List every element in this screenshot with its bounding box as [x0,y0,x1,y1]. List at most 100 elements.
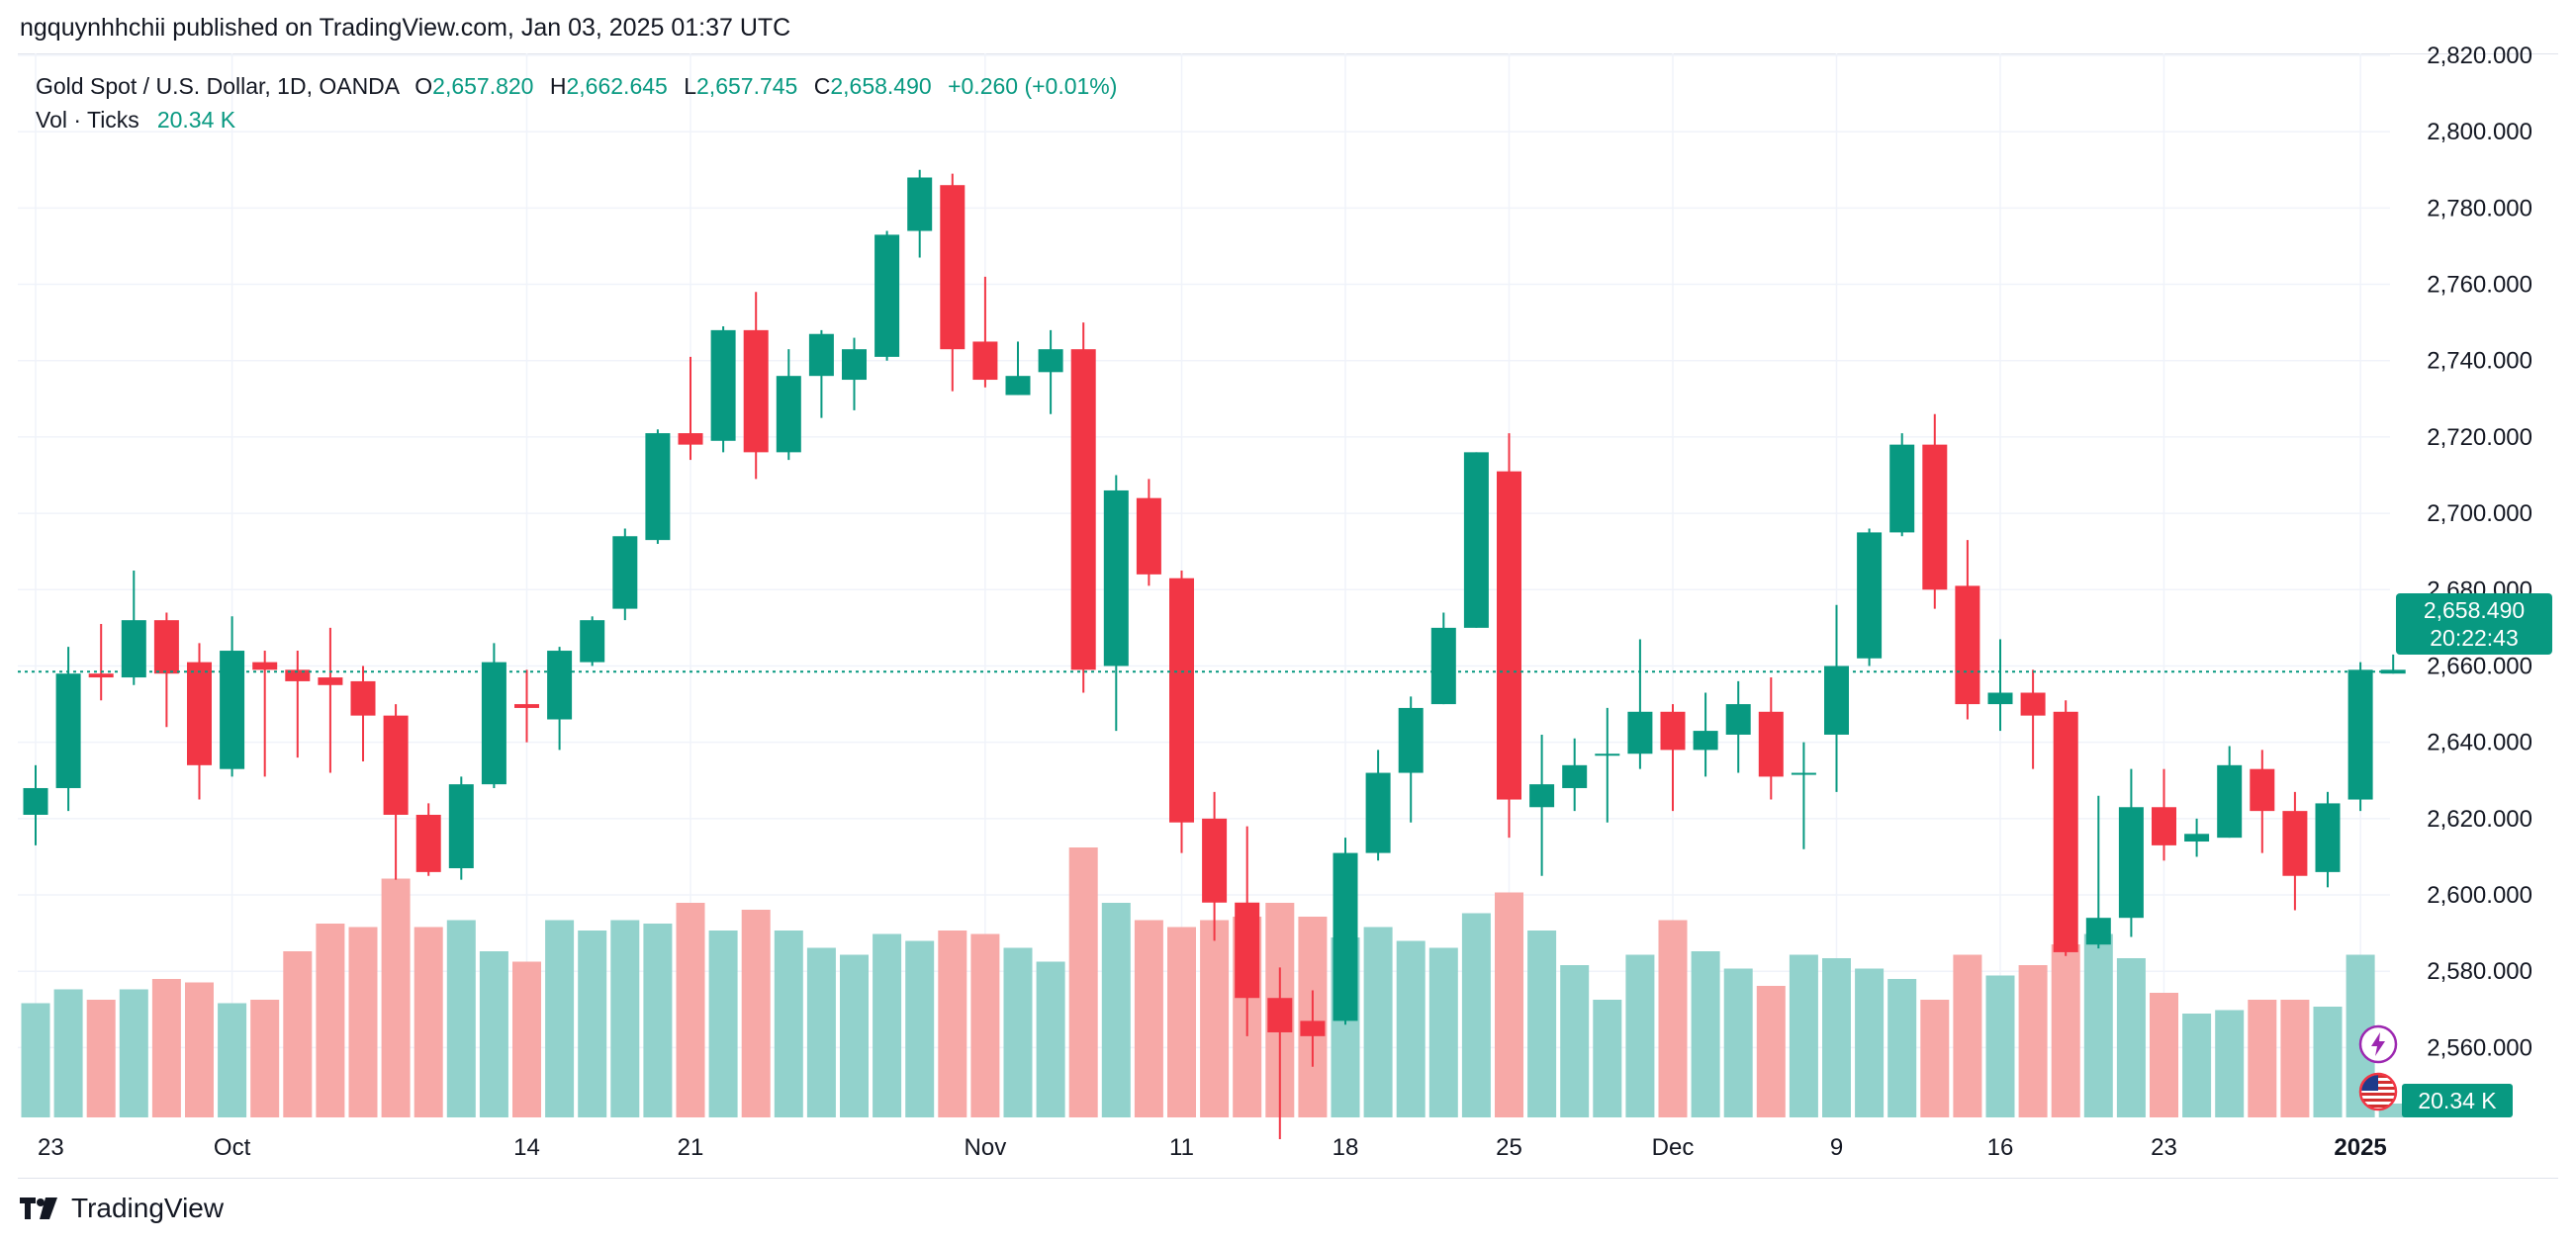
time-tick-label: 21 [678,1134,704,1161]
candle-body [907,177,933,231]
candle-body [1595,754,1620,756]
candle [1987,639,2013,732]
lightning-icon[interactable] [2358,1024,2398,1064]
price-tick-label: 2,640.000 [2427,730,2532,756]
candle-body [1725,704,1751,735]
candle [1169,571,1194,853]
candle-body [776,376,801,453]
tradingview-brand[interactable]: TradingView [20,1193,224,1224]
price-tick-label: 2,780.000 [2427,195,2532,222]
candle [2053,700,2078,956]
candle-body [1562,764,1588,788]
candle-body [2282,811,2308,876]
candle-body [1889,444,1915,533]
high-label: H [549,73,567,99]
candle-body [2085,918,2111,945]
candle-body [1235,902,1260,999]
volume-bar [1593,1000,1622,1117]
volume-bar [119,989,148,1117]
volume-bar [578,931,607,1117]
price-tick-label: 2,620.000 [2427,806,2532,833]
candle-body [153,620,179,674]
brand-name: TradingView [71,1193,225,1223]
candle [1005,341,1031,396]
price-tick-label: 2,660.000 [2427,653,2532,679]
candle-body [448,784,474,869]
candle [940,173,966,392]
candle-body [1693,731,1718,751]
time-tick-label: 11 [1169,1134,1194,1161]
volume-bar [2280,1000,2310,1117]
volume-bar [316,924,345,1117]
volume-bars [21,847,2408,1117]
price-tick-label: 2,760.000 [2427,272,2532,299]
volume-bar [1134,920,1163,1117]
candle [121,571,146,685]
candle [2118,768,2144,937]
volume-bar [610,920,640,1117]
candle-body [1791,772,1816,775]
volume-bar [1200,920,1230,1117]
candle-body [580,620,605,663]
volume-bar [1527,931,1557,1117]
volume-bar [1920,1000,1950,1117]
candle [23,764,48,845]
candle [2380,654,2406,674]
candle [1529,734,1555,876]
candle-body [1497,471,1521,800]
candle-body [23,787,48,815]
volume-label[interactable]: Vol · Ticks [36,107,139,133]
candle-body [1922,444,1948,590]
time-tick-label: 16 [1987,1134,2014,1161]
volume-bar [1953,954,1982,1117]
candle-body [415,814,441,872]
candle-body [1857,532,1883,659]
candle-body [1070,349,1096,670]
volume-bar [381,878,411,1117]
volume-value: 20.34 K [156,107,236,133]
candle [1333,838,1358,1025]
time-tick-label: 9 [1830,1134,1843,1161]
candle [2020,669,2046,769]
volume-bar [1756,986,1786,1117]
us-flag-icon[interactable] [2358,1072,2398,1111]
last-price-text: 2,658.490 [2423,597,2526,623]
candle-body [678,433,703,445]
symbol-title[interactable]: Gold Spot / U.S. Dollar, 1D, OANDA [36,73,399,99]
candle-body [350,680,376,716]
candle [1824,604,1849,792]
candle [1365,750,1391,861]
candle-body [1398,707,1424,773]
publisher-line: ngquynhhchii published on TradingView.co… [20,14,791,42]
volume-bar [283,951,313,1117]
candle-body [972,341,998,381]
close-value: 2,658.490 [830,73,932,99]
candle-body [55,673,81,788]
volume-bar [806,947,836,1117]
candle-body [220,651,245,769]
candle-body [2250,768,2275,812]
volume-bar [1560,965,1590,1117]
candle [710,326,736,453]
volume-bar [218,1003,247,1117]
candle-body [1529,784,1555,808]
candle [743,292,769,480]
candle [252,651,278,777]
candle [1627,639,1653,769]
candle [350,665,376,761]
ohlc-row: Gold Spot / U.S. Dollar, 1D, OANDA O2,65… [36,69,1117,103]
candle [808,329,834,418]
volume-bar [151,979,181,1117]
candle [1202,791,1228,941]
candle [153,612,179,728]
price-tick-label: 2,720.000 [2427,424,2532,451]
candle-body [612,536,638,609]
chart-frame[interactable] [18,53,2558,1179]
volume-bar [86,1000,116,1117]
volume-bar [348,927,378,1117]
candle-body [1169,577,1194,823]
candle [220,616,245,777]
candle-body [187,662,212,765]
candle-body [1333,852,1358,1021]
